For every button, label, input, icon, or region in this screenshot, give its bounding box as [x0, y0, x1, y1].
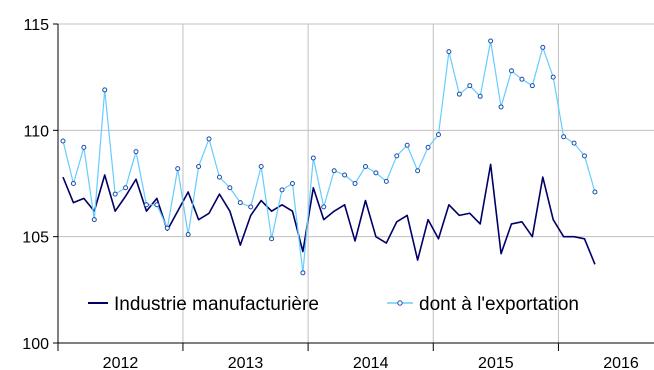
- data-point-series-2: [112, 191, 118, 197]
- data-point-series-2: [123, 185, 129, 191]
- legend-marker-series-2: [397, 300, 403, 306]
- data-point-series-2: [404, 142, 410, 148]
- data-point-series-2: [467, 83, 473, 89]
- data-point-series-2: [237, 200, 243, 206]
- grid: [58, 23, 654, 343]
- data-point-series-2: [362, 163, 368, 169]
- data-point-series-2: [446, 49, 452, 55]
- x-tick-label: 2015: [478, 355, 514, 370]
- data-point-series-2: [91, 217, 97, 223]
- data-point-series-2: [196, 163, 202, 169]
- data-point-series-2: [185, 232, 191, 238]
- data-point-series-2: [394, 153, 400, 159]
- x-tick-label: 2012: [103, 355, 139, 370]
- series-layer: [60, 38, 598, 276]
- data-point-series-2: [175, 166, 181, 172]
- data-point-series-2: [550, 74, 556, 80]
- data-point-series-2: [571, 140, 577, 146]
- data-point-series-2: [498, 104, 504, 110]
- legend: Industrie manufacturière dont à l'export…: [88, 294, 579, 315]
- data-point-series-2: [373, 170, 379, 176]
- x-tick-label: 2013: [228, 355, 264, 370]
- data-point-series-2: [331, 168, 337, 174]
- data-point-series-2: [488, 38, 494, 44]
- data-point-series-2: [216, 174, 222, 180]
- data-point-series-2: [519, 76, 525, 82]
- data-point-series-2: [258, 163, 264, 169]
- series-line-1: [62, 163, 596, 265]
- data-point-series-2: [289, 181, 295, 186]
- data-point-series-2: [352, 181, 358, 186]
- y-tick-label: 115: [23, 17, 49, 34]
- data-point-series-2: [540, 44, 546, 50]
- y-tick-label: 105: [22, 230, 49, 247]
- data-point-series-2: [321, 204, 327, 210]
- data-point-series-2: [154, 202, 160, 208]
- data-point-series-2: [300, 270, 306, 276]
- data-point-series-2: [102, 87, 108, 93]
- data-point-series-2: [164, 225, 170, 231]
- data-point-series-2: [342, 172, 348, 178]
- data-point-series-2: [508, 68, 514, 74]
- data-point-series-2: [582, 153, 587, 159]
- data-point-series-2: [269, 236, 275, 242]
- data-point-series-2: [227, 185, 233, 191]
- data-point-series-2: [477, 93, 483, 99]
- data-point-series-2: [248, 204, 254, 210]
- data-point-series-2: [529, 83, 535, 89]
- legend-label-series-2: dont à l'exportation: [419, 294, 579, 315]
- data-point-series-2: [70, 181, 76, 186]
- data-point-series-2: [383, 178, 389, 184]
- data-point-series-2: [143, 202, 149, 208]
- data-point-series-2: [415, 168, 421, 174]
- x-tick-label: 2016: [603, 355, 639, 370]
- data-point-series-2: [592, 189, 598, 195]
- data-point-series-2: [561, 134, 567, 140]
- data-point-series-2: [206, 136, 212, 142]
- x-tick-label: 2014: [353, 355, 389, 370]
- data-point-series-2: [310, 155, 316, 161]
- series-line-2: [62, 40, 596, 274]
- data-point-series-2: [435, 132, 441, 138]
- data-point-series-2: [81, 144, 87, 150]
- axes: 100 105 110 115 2012 2013 2014 2015 2016: [22, 17, 654, 370]
- y-tick-label: 110: [23, 123, 49, 140]
- data-point-series-2: [456, 91, 462, 97]
- data-point-series-2: [279, 187, 285, 193]
- data-point-series-2: [133, 149, 139, 155]
- y-tick-label: 100: [22, 336, 49, 353]
- data-point-series-2: [425, 144, 431, 150]
- legend-label-series-1: Industrie manufacturière: [114, 294, 319, 315]
- data-point-series-2: [60, 138, 66, 144]
